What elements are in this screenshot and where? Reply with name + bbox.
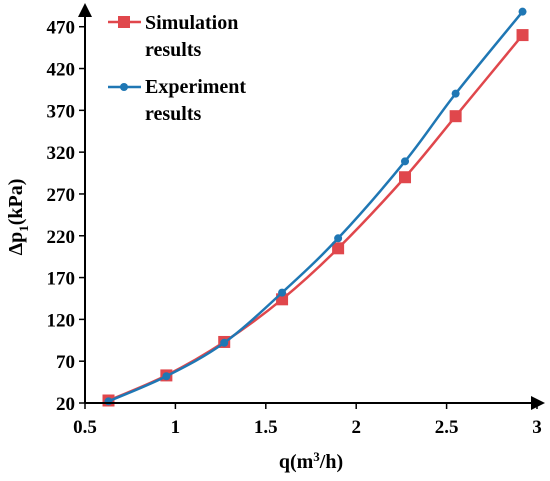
data-point-experiment	[104, 397, 113, 406]
data-point-experiment	[518, 7, 527, 16]
data-point-experiment	[220, 338, 229, 347]
x-tick-label: 0.5	[73, 417, 97, 438]
legend-label-simulation-2: results	[145, 39, 202, 61]
legend-label-experiment-1: Experiment	[145, 76, 246, 98]
data-point-simulation	[332, 242, 345, 255]
x-tick-label: 3	[532, 417, 542, 438]
y-tick-label: 470	[47, 18, 76, 39]
x-axis-title: q(m3/h)	[279, 449, 343, 473]
legend-label-simulation-1: Simulation	[145, 12, 238, 34]
data-point-experiment	[451, 89, 460, 98]
legend: Simulation results Experiment results	[108, 12, 246, 125]
data-point-experiment	[401, 157, 410, 166]
y-tick-label: 120	[47, 310, 76, 331]
legend-item-experiment: Experiment results	[108, 76, 246, 125]
data-point-simulation	[516, 29, 529, 42]
y-tick-label: 370	[47, 101, 76, 122]
series-line-experiment	[108, 10, 524, 403]
data-point-simulation	[399, 171, 412, 184]
y-tick-label: 220	[47, 227, 76, 248]
data-point-experiment	[334, 234, 343, 243]
y-tick-label: 270	[47, 185, 76, 206]
data-point-experiment	[162, 372, 171, 381]
y-tick-label: 70	[56, 352, 75, 373]
y-tick-label: 170	[47, 269, 76, 290]
y-axis-title: Δp1(kPa)	[5, 179, 31, 256]
x-tick-label: 2.5	[435, 417, 459, 438]
x-ticks: 0.5 1 1.5 2 2.5 3	[73, 403, 542, 438]
y-tick-label: 420	[47, 60, 76, 81]
legend-label-experiment-2: results	[145, 103, 202, 125]
x-tick-label: 1.5	[254, 417, 278, 438]
y-tick-label: 20	[56, 394, 75, 415]
y-tick-label: 320	[47, 143, 76, 164]
legend-marker-experiment	[120, 83, 128, 91]
data-point-experiment	[278, 288, 287, 297]
series-layer	[102, 7, 529, 407]
y-ticks: 20 70 120 170 220 270 320 370 420 470	[47, 18, 85, 415]
legend-item-simulation: Simulation results	[108, 12, 238, 61]
legend-marker-simulation	[118, 16, 130, 28]
x-tick-label: 1	[171, 417, 181, 438]
data-point-simulation	[449, 110, 462, 123]
x-tick-label: 2	[351, 417, 361, 438]
